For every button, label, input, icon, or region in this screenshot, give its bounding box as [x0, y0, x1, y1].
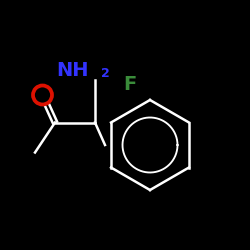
- Text: F: F: [124, 74, 136, 94]
- Text: 2: 2: [101, 67, 110, 80]
- Text: NH: NH: [56, 60, 89, 80]
